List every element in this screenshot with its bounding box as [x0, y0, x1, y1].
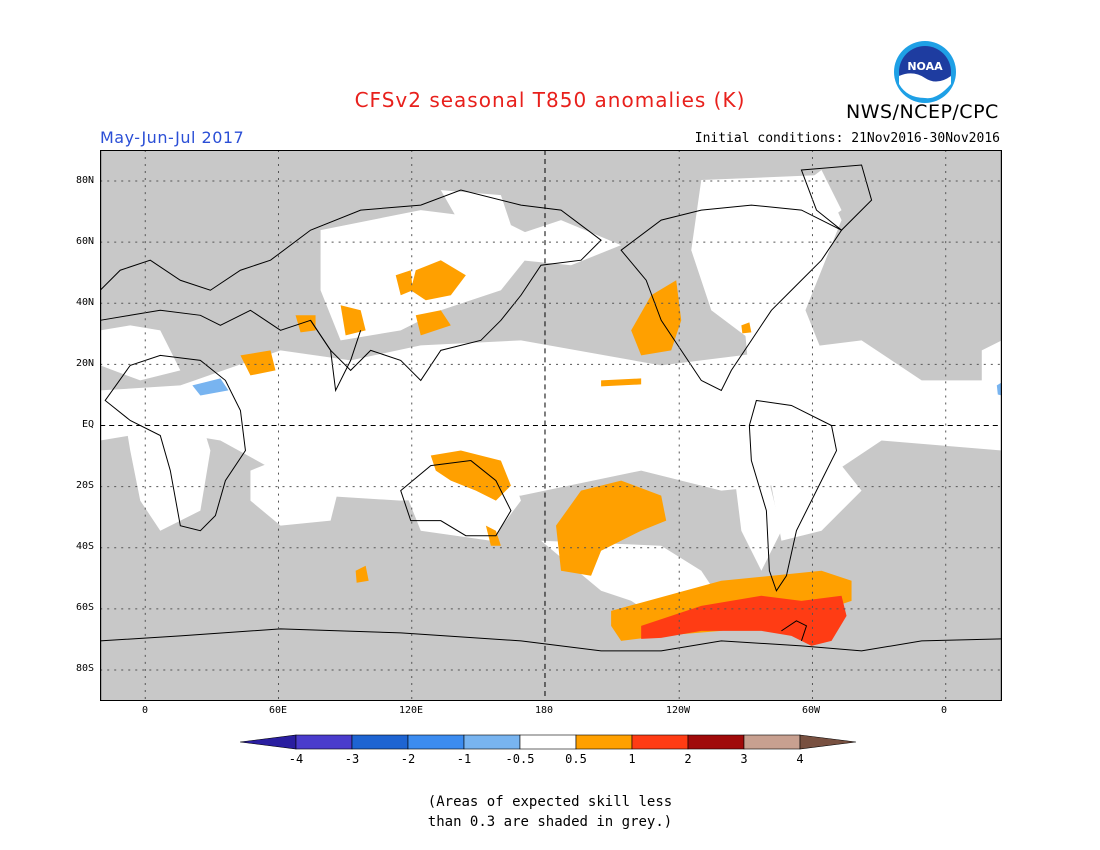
colorbar-cell: [407, 734, 465, 750]
colorbar-cell: [463, 734, 521, 750]
colorbar-label: 2: [684, 752, 692, 766]
lon-label: 120W: [665, 705, 691, 716]
map-title: CFSv2 seasonal T850 anomalies (K): [354, 88, 746, 112]
initial-conditions: Initial conditions: 21Nov2016-30Nov2016: [694, 131, 1000, 146]
colorbar-cell: [687, 734, 745, 750]
anomaly-map: [100, 150, 1002, 701]
lon-label: 120E: [398, 705, 424, 716]
lat-label: 20S: [75, 480, 94, 491]
agency-label: NWS/NCEP/CPC: [846, 101, 999, 123]
lat-label: 40N: [75, 297, 94, 308]
noaa-logo: NOAA: [894, 41, 956, 103]
lon-label: 0: [141, 705, 149, 716]
forecast-period: May-Jun-Jul 2017: [100, 128, 245, 147]
lat-label: 80S: [75, 663, 94, 674]
lat-label: 60S: [75, 602, 94, 613]
colorbar-label: 1: [628, 752, 636, 766]
lon-label: 60E: [268, 705, 288, 716]
colorbar-cell: [351, 734, 409, 750]
map-frame: [100, 150, 1002, 701]
colorbar-cell: [240, 734, 297, 750]
neutral-regions: [100, 170, 1002, 621]
colorbar-cell: [575, 734, 633, 750]
footnote-line-1: (Areas of expected skill less: [427, 794, 673, 810]
lon-label: 60W: [801, 705, 821, 716]
colorbar-label: -3: [344, 752, 360, 766]
lon-label: 0: [940, 705, 948, 716]
lat-label: EQ: [81, 419, 94, 430]
colorbar: [240, 734, 857, 750]
lat-label: 60N: [75, 236, 94, 247]
coastlines: [100, 164, 1002, 652]
lat-label: 20N: [75, 358, 94, 369]
lat-label: 40S: [75, 541, 94, 552]
skill-footnote: (Areas of expected skill less than 0.3 a…: [0, 792, 1100, 832]
footnote-line-2: than 0.3 are shaded in grey.): [427, 814, 673, 830]
equator-dateline: [100, 150, 1002, 701]
colorbar-label: 4: [796, 752, 804, 766]
lat-label: 80N: [75, 175, 94, 186]
logo-text: NOAA: [907, 60, 943, 73]
colorbar-label: 3: [740, 752, 748, 766]
colorbar-label: -4: [288, 752, 304, 766]
colorbar-cell: [631, 734, 689, 750]
colorbar-cell: [743, 734, 801, 750]
colorbar-label: -1: [456, 752, 472, 766]
colorbar-label: 0.5: [565, 752, 587, 766]
colorbar-cell: [295, 734, 353, 750]
colorbar-label: -0.5: [505, 752, 535, 766]
colorbar-label: -2: [400, 752, 416, 766]
strong-warm-anomaly-region: [641, 595, 847, 646]
cool-anomaly-regions: [192, 378, 1002, 396]
colorbar-cell: [799, 734, 857, 750]
lon-label: 180: [534, 705, 554, 716]
colorbar-cell: [519, 734, 577, 750]
